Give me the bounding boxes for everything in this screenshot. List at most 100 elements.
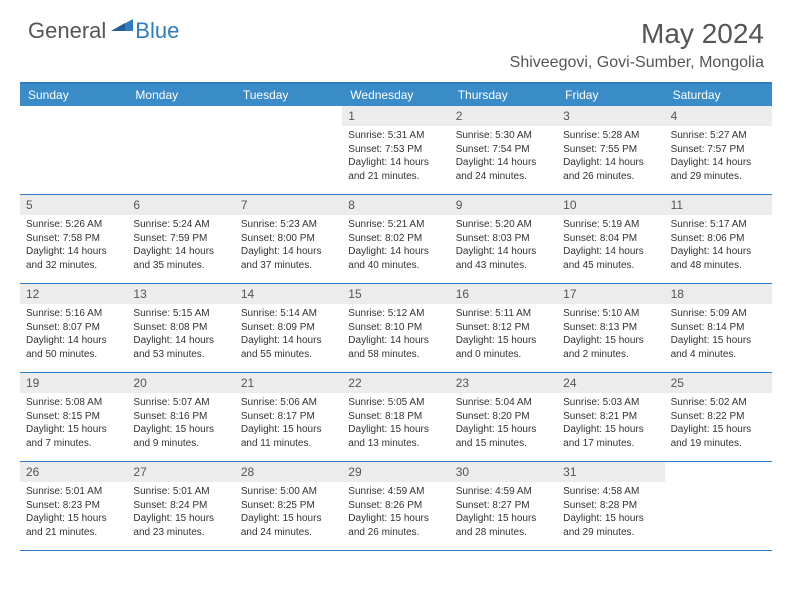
- day-line: and 53 minutes.: [133, 348, 228, 362]
- day-line: Sunrise: 5:21 AM: [348, 218, 443, 232]
- day-line: Daylight: 15 hours: [563, 512, 658, 526]
- day-line: Daylight: 14 hours: [26, 245, 121, 259]
- day-cell: 2Sunrise: 5:30 AMSunset: 7:54 PMDaylight…: [450, 106, 557, 194]
- day-line: Daylight: 14 hours: [671, 245, 766, 259]
- day-number: 1: [342, 106, 449, 126]
- weekday-header: Friday: [557, 84, 664, 106]
- weekday-header: Tuesday: [235, 84, 342, 106]
- week-row: 5Sunrise: 5:26 AMSunset: 7:58 PMDaylight…: [20, 195, 772, 284]
- day-cell: 10Sunrise: 5:19 AMSunset: 8:04 PMDayligh…: [557, 195, 664, 283]
- day-cell: 22Sunrise: 5:05 AMSunset: 8:18 PMDayligh…: [342, 373, 449, 461]
- day-line: Sunrise: 5:14 AM: [241, 307, 336, 321]
- day-number: 29: [342, 462, 449, 482]
- day-line: Sunset: 7:53 PM: [348, 143, 443, 157]
- day-cell: 3Sunrise: 5:28 AMSunset: 7:55 PMDaylight…: [557, 106, 664, 194]
- day-line: and 50 minutes.: [26, 348, 121, 362]
- day-cell: 9Sunrise: 5:20 AMSunset: 8:03 PMDaylight…: [450, 195, 557, 283]
- day-number: 26: [20, 462, 127, 482]
- day-line: Sunrise: 5:20 AM: [456, 218, 551, 232]
- day-body: Sunrise: 4:58 AMSunset: 8:28 PMDaylight:…: [557, 482, 664, 543]
- day-line: Daylight: 14 hours: [348, 245, 443, 259]
- day-body: Sunrise: 5:01 AMSunset: 8:23 PMDaylight:…: [20, 482, 127, 543]
- day-cell: 19Sunrise: 5:08 AMSunset: 8:15 PMDayligh…: [20, 373, 127, 461]
- day-line: Daylight: 15 hours: [563, 423, 658, 437]
- day-body: Sunrise: 5:23 AMSunset: 8:00 PMDaylight:…: [235, 215, 342, 276]
- day-line: and 13 minutes.: [348, 437, 443, 451]
- day-line: and 35 minutes.: [133, 259, 228, 273]
- day-line: Sunset: 8:07 PM: [26, 321, 121, 335]
- week-row: 12Sunrise: 5:16 AMSunset: 8:07 PMDayligh…: [20, 284, 772, 373]
- day-number: 8: [342, 195, 449, 215]
- day-number: 10: [557, 195, 664, 215]
- day-line: Sunset: 8:16 PM: [133, 410, 228, 424]
- day-line: Sunset: 8:21 PM: [563, 410, 658, 424]
- day-line: Sunset: 8:08 PM: [133, 321, 228, 335]
- day-line: Sunset: 8:17 PM: [241, 410, 336, 424]
- day-number: 6: [127, 195, 234, 215]
- calendar: SundayMondayTuesdayWednesdayThursdayFrid…: [20, 82, 772, 551]
- day-cell: 12Sunrise: 5:16 AMSunset: 8:07 PMDayligh…: [20, 284, 127, 372]
- day-body: Sunrise: 5:00 AMSunset: 8:25 PMDaylight:…: [235, 482, 342, 543]
- day-line: Sunset: 8:00 PM: [241, 232, 336, 246]
- day-line: Sunset: 8:03 PM: [456, 232, 551, 246]
- day-line: Sunrise: 5:04 AM: [456, 396, 551, 410]
- day-line: Sunrise: 5:02 AM: [671, 396, 766, 410]
- day-line: and 24 minutes.: [456, 170, 551, 184]
- day-line: and 2 minutes.: [563, 348, 658, 362]
- day-number: 4: [665, 106, 772, 126]
- day-body: Sunrise: 5:27 AMSunset: 7:57 PMDaylight:…: [665, 126, 772, 187]
- day-line: Daylight: 14 hours: [671, 156, 766, 170]
- day-line: Daylight: 15 hours: [456, 423, 551, 437]
- day-body: Sunrise: 4:59 AMSunset: 8:27 PMDaylight:…: [450, 482, 557, 543]
- day-body: Sunrise: 5:07 AMSunset: 8:16 PMDaylight:…: [127, 393, 234, 454]
- day-line: Daylight: 15 hours: [133, 512, 228, 526]
- day-cell: 24Sunrise: 5:03 AMSunset: 8:21 PMDayligh…: [557, 373, 664, 461]
- day-number: 20: [127, 373, 234, 393]
- logo: General Blue: [28, 18, 179, 44]
- day-cell: 7Sunrise: 5:23 AMSunset: 8:00 PMDaylight…: [235, 195, 342, 283]
- title-block: May 2024 Shiveegovi, Govi-Sumber, Mongol…: [510, 18, 764, 72]
- weekday-row: SundayMondayTuesdayWednesdayThursdayFrid…: [20, 84, 772, 106]
- day-cell: 8Sunrise: 5:21 AMSunset: 8:02 PMDaylight…: [342, 195, 449, 283]
- day-number: 16: [450, 284, 557, 304]
- day-line: Sunset: 7:58 PM: [26, 232, 121, 246]
- day-cell: 23Sunrise: 5:04 AMSunset: 8:20 PMDayligh…: [450, 373, 557, 461]
- day-body: Sunrise: 5:30 AMSunset: 7:54 PMDaylight:…: [450, 126, 557, 187]
- day-line: Daylight: 14 hours: [563, 245, 658, 259]
- weekday-header: Thursday: [450, 84, 557, 106]
- day-line: Sunrise: 5:28 AM: [563, 129, 658, 143]
- day-body: Sunrise: 5:17 AMSunset: 8:06 PMDaylight:…: [665, 215, 772, 276]
- day-number: 25: [665, 373, 772, 393]
- day-line: Sunset: 8:02 PM: [348, 232, 443, 246]
- day-line: Daylight: 14 hours: [241, 334, 336, 348]
- day-line: Sunrise: 5:03 AM: [563, 396, 658, 410]
- day-line: Daylight: 15 hours: [241, 423, 336, 437]
- day-line: Daylight: 15 hours: [456, 512, 551, 526]
- day-body: Sunrise: 5:28 AMSunset: 7:55 PMDaylight:…: [557, 126, 664, 187]
- day-cell: 6Sunrise: 5:24 AMSunset: 7:59 PMDaylight…: [127, 195, 234, 283]
- day-line: Sunrise: 5:11 AM: [456, 307, 551, 321]
- day-line: Sunrise: 5:01 AM: [26, 485, 121, 499]
- day-cell: [235, 106, 342, 194]
- day-line: Sunrise: 5:08 AM: [26, 396, 121, 410]
- day-body: Sunrise: 5:21 AMSunset: 8:02 PMDaylight:…: [342, 215, 449, 276]
- day-line: Sunrise: 5:27 AM: [671, 129, 766, 143]
- day-line: Sunset: 8:24 PM: [133, 499, 228, 513]
- day-line: and 21 minutes.: [348, 170, 443, 184]
- day-body: Sunrise: 5:04 AMSunset: 8:20 PMDaylight:…: [450, 393, 557, 454]
- day-line: Daylight: 14 hours: [26, 334, 121, 348]
- day-cell: 30Sunrise: 4:59 AMSunset: 8:27 PMDayligh…: [450, 462, 557, 550]
- day-body: Sunrise: 5:26 AMSunset: 7:58 PMDaylight:…: [20, 215, 127, 276]
- day-line: and 9 minutes.: [133, 437, 228, 451]
- day-line: Sunrise: 5:06 AM: [241, 396, 336, 410]
- day-line: Sunrise: 5:31 AM: [348, 129, 443, 143]
- day-line: and 7 minutes.: [26, 437, 121, 451]
- day-body: Sunrise: 5:14 AMSunset: 8:09 PMDaylight:…: [235, 304, 342, 365]
- day-line: and 26 minutes.: [348, 526, 443, 540]
- day-number: 11: [665, 195, 772, 215]
- day-number: 7: [235, 195, 342, 215]
- day-line: and 0 minutes.: [456, 348, 551, 362]
- week-row: 19Sunrise: 5:08 AMSunset: 8:15 PMDayligh…: [20, 373, 772, 462]
- day-body: Sunrise: 5:19 AMSunset: 8:04 PMDaylight:…: [557, 215, 664, 276]
- day-line: Daylight: 15 hours: [26, 512, 121, 526]
